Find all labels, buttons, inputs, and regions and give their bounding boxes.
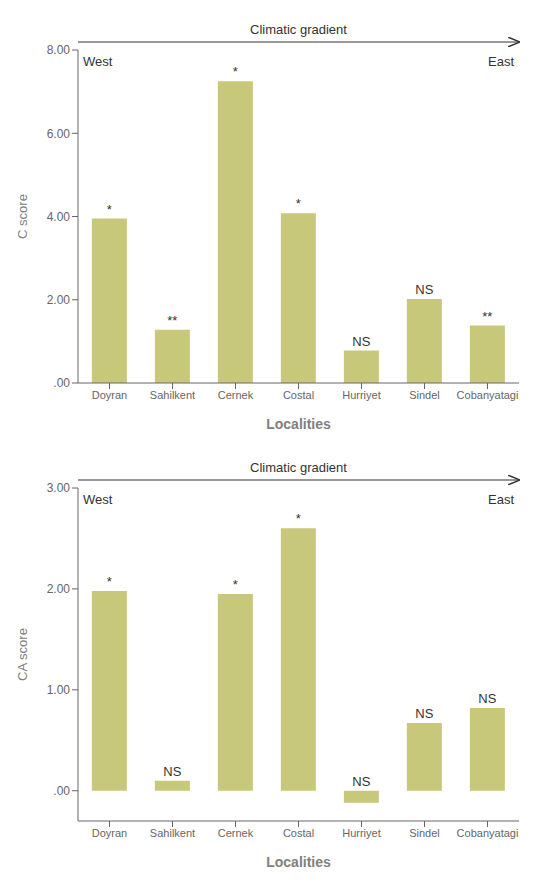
svg-text:C score: C score [15, 194, 30, 239]
svg-text:NS: NS [352, 334, 370, 349]
svg-text:Hurriyet: Hurriyet [342, 389, 381, 401]
svg-text:Cernek: Cernek [218, 389, 254, 401]
svg-text:NS: NS [478, 691, 496, 706]
svg-text:West: West [83, 492, 113, 507]
svg-text:Localities: Localities [266, 854, 331, 870]
svg-text:4.00: 4.00 [47, 210, 71, 224]
svg-text:*: * [107, 574, 112, 589]
svg-text:*: * [233, 64, 238, 79]
svg-text:NS: NS [415, 282, 433, 297]
svg-text:NS: NS [415, 706, 433, 721]
svg-text:Cernek: Cernek [218, 827, 254, 839]
svg-text:Hurriyet: Hurriyet [342, 827, 381, 839]
svg-text:Cobanyatagi: Cobanyatagi [457, 389, 519, 401]
svg-text:*: * [296, 196, 301, 211]
svg-text:CA score: CA score [15, 628, 30, 681]
svg-text:Climatic gradient: Climatic gradient [250, 460, 347, 475]
svg-text:*: * [296, 511, 301, 526]
svg-text:NS: NS [352, 774, 370, 789]
svg-text:Climatic gradient: Climatic gradient [250, 22, 347, 37]
svg-text:NS: NS [163, 764, 181, 779]
svg-text:Costal: Costal [283, 389, 314, 401]
svg-text:Cobanyatagi: Cobanyatagi [457, 827, 519, 839]
svg-text:Sindel: Sindel [409, 389, 440, 401]
svg-text:2.00: 2.00 [47, 293, 71, 307]
svg-text:8.00: 8.00 [47, 43, 71, 57]
svg-text:East: East [488, 492, 514, 507]
svg-text:Costal: Costal [283, 827, 314, 839]
svg-text:*: * [233, 577, 238, 592]
svg-text:.00: .00 [53, 784, 70, 798]
svg-text:*: * [107, 202, 112, 217]
svg-text:1.00: 1.00 [47, 683, 71, 697]
svg-text:Localities: Localities [266, 416, 331, 432]
svg-text:2.00: 2.00 [47, 582, 71, 596]
svg-text:3.00: 3.00 [47, 481, 71, 495]
svg-text:**: ** [482, 309, 492, 324]
svg-text:Doyran: Doyran [92, 389, 127, 401]
svg-text:6.00: 6.00 [47, 127, 71, 141]
svg-text:**: ** [167, 313, 177, 328]
svg-text:.00: .00 [53, 376, 70, 390]
svg-text:East: East [488, 54, 514, 69]
svg-text:Doyran: Doyran [92, 827, 127, 839]
svg-text:Sahilkent: Sahilkent [150, 827, 195, 839]
svg-text:Sahilkent: Sahilkent [150, 389, 195, 401]
svg-text:West: West [83, 54, 113, 69]
svg-text:Sindel: Sindel [409, 827, 440, 839]
